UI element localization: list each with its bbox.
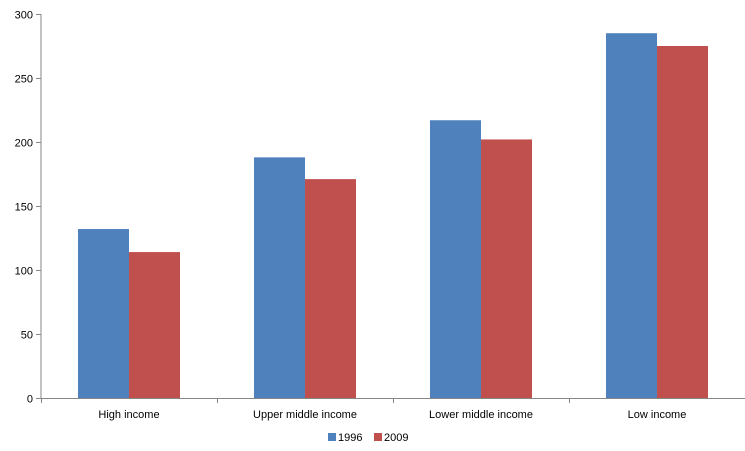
y-tick-label: 0 — [27, 394, 33, 406]
x-tick-label: Lower middle income — [429, 409, 533, 421]
legend: 1996 2009 — [328, 432, 408, 444]
bar-2009-2 — [481, 139, 532, 398]
bar-2009-1 — [305, 179, 356, 398]
y-tick-label: 150 — [15, 202, 33, 214]
bars — [78, 33, 708, 399]
legend-swatch-1996 — [328, 433, 336, 441]
legend-swatch-2009 — [374, 433, 382, 441]
legend-label-1996: 1996 — [338, 432, 362, 444]
x-axis: High income Upper middle income Lower midd… — [41, 398, 745, 421]
y-tick-label: 200 — [15, 138, 33, 150]
legend-label-2009: 2009 — [384, 432, 408, 444]
bar-1996-2 — [430, 120, 481, 399]
y-tick-label: 100 — [15, 266, 33, 278]
bar-2009-3 — [657, 46, 708, 398]
x-tick-label: High income — [98, 409, 159, 421]
y-tick-label: 50 — [21, 330, 33, 342]
bar-1996-0 — [78, 229, 129, 398]
bar-2009-0 — [129, 252, 180, 398]
bar-1996-1 — [254, 157, 305, 398]
x-tick-label: Upper middle income — [253, 409, 357, 421]
x-tick-label: Low income — [628, 409, 687, 421]
y-axis: 0 50 100 150 200 250 300 — [15, 10, 42, 406]
y-tick-label: 250 — [15, 74, 33, 86]
y-tick-label: 300 — [15, 10, 33, 22]
bar-1996-3 — [606, 33, 657, 398]
